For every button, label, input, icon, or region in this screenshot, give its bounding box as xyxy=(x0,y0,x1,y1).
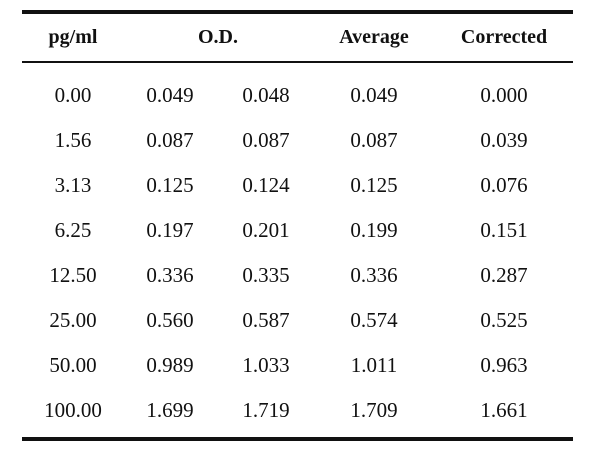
cell-concentration: 6.25 xyxy=(54,218,92,242)
cell-average: 0.199 xyxy=(350,218,398,242)
table-row: 50.00 0.989 1.033 1.011 0.963 xyxy=(22,343,573,388)
cell-corrected: 0.287 xyxy=(480,263,528,287)
cell-od-2: 0.587 xyxy=(242,308,290,332)
cell-od-1: 1.699 xyxy=(146,398,194,422)
cell-od-1: 0.049 xyxy=(146,83,194,107)
table-row: 3.13 0.125 0.124 0.125 0.076 xyxy=(22,163,573,208)
header-average: Average xyxy=(339,26,409,48)
cell-od-1: 0.197 xyxy=(146,218,194,242)
cell-concentration: 0.00 xyxy=(54,83,92,107)
cell-average: 0.087 xyxy=(350,128,398,152)
cell-od-2: 0.335 xyxy=(242,263,290,287)
cell-corrected: 0.525 xyxy=(480,308,528,332)
cell-od-1: 0.989 xyxy=(146,353,194,377)
table-row: 12.50 0.336 0.335 0.336 0.287 xyxy=(22,253,573,298)
cell-concentration: 100.00 xyxy=(44,398,102,422)
cell-average: 1.011 xyxy=(350,353,398,377)
cell-corrected: 0.963 xyxy=(480,353,528,377)
header-concentration: pg/ml xyxy=(48,26,98,48)
cell-od-1: 0.087 xyxy=(146,128,194,152)
cell-corrected: 0.000 xyxy=(480,83,528,107)
cell-corrected: 1.661 xyxy=(480,398,528,422)
table-row: 6.25 0.197 0.201 0.199 0.151 xyxy=(22,208,573,253)
cell-corrected: 0.076 xyxy=(480,173,528,197)
cell-od-2: 1.719 xyxy=(242,398,290,422)
cell-od-2: 0.201 xyxy=(242,218,290,242)
cell-average: 0.049 xyxy=(350,83,398,107)
cell-concentration: 50.00 xyxy=(49,353,97,377)
cell-average: 0.574 xyxy=(350,308,398,332)
data-table: pg/ml O.D. Average Corrected 0.00 0.049 … xyxy=(22,10,573,441)
table-row: 100.00 1.699 1.719 1.709 1.661 xyxy=(22,388,573,433)
cell-od-1: 0.560 xyxy=(146,308,194,332)
cell-od-1: 0.336 xyxy=(146,263,194,287)
cell-concentration: 1.56 xyxy=(54,128,92,152)
cell-corrected: 0.039 xyxy=(480,128,528,152)
cell-od-2: 0.048 xyxy=(242,83,290,107)
cell-od-2: 0.124 xyxy=(242,173,290,197)
header-corrected: Corrected xyxy=(460,26,548,48)
cell-concentration: 3.13 xyxy=(54,173,92,197)
cell-concentration: 12.50 xyxy=(49,263,97,287)
cell-od-1: 0.125 xyxy=(146,173,194,197)
cell-average: 0.125 xyxy=(350,173,398,197)
header-od: O.D. xyxy=(198,26,238,48)
table-bottom-rule xyxy=(22,437,573,441)
cell-average: 1.709 xyxy=(350,398,398,422)
table-header-rule xyxy=(22,61,573,63)
cell-average: 0.336 xyxy=(350,263,398,287)
cell-od-2: 1.033 xyxy=(242,353,290,377)
table-top-rule xyxy=(22,10,573,14)
table-row: 25.00 0.560 0.587 0.574 0.525 xyxy=(22,298,573,343)
table-header-row: pg/ml O.D. Average Corrected xyxy=(22,14,573,61)
table-row: 1.56 0.087 0.087 0.087 0.039 xyxy=(22,118,573,163)
table-row: 0.00 0.049 0.048 0.049 0.000 xyxy=(22,73,573,118)
cell-od-2: 0.087 xyxy=(242,128,290,152)
table-body: 0.00 0.049 0.048 0.049 0.000 1.56 0.087 … xyxy=(22,63,573,437)
cell-concentration: 25.00 xyxy=(49,308,97,332)
cell-corrected: 0.151 xyxy=(480,218,528,242)
